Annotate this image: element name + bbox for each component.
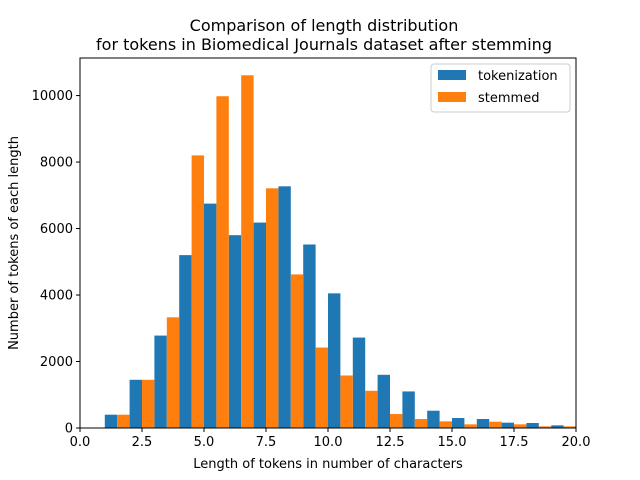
bar-stemmed-3 bbox=[191, 155, 204, 428]
bar-stemmed-16 bbox=[514, 424, 527, 428]
bar-tokenization-13 bbox=[427, 410, 440, 428]
x-tick-label: 15.0 bbox=[438, 435, 467, 450]
y-ticks-group: 0 2000 4000 6000 8000 10000 bbox=[32, 89, 80, 437]
bar-stemmed-1 bbox=[142, 379, 155, 428]
y-tick-label: 0 bbox=[65, 422, 73, 437]
bar-stemmed-0 bbox=[117, 414, 130, 428]
bar-tokenization-14 bbox=[452, 418, 465, 428]
bar-tokenization-9 bbox=[328, 293, 341, 428]
chart-title-line1: Comparison of length distribution bbox=[190, 16, 459, 35]
y-tick-label: 10000 bbox=[32, 89, 73, 104]
bar-tokenization-3 bbox=[179, 255, 192, 428]
x-tick-label: 2.5 bbox=[132, 435, 153, 450]
x-tick-label: 10.0 bbox=[314, 435, 343, 450]
bar-stemmed-2 bbox=[166, 317, 180, 428]
bar-tokenization-1 bbox=[129, 379, 142, 428]
bar-tokenization-12 bbox=[402, 391, 415, 428]
y-tick-label: 8000 bbox=[40, 156, 73, 171]
legend-label-tokenization: tokenization bbox=[478, 69, 558, 84]
bar-tokenization-17 bbox=[526, 423, 539, 428]
y-axis-label: Number of tokens of each length bbox=[7, 136, 22, 350]
bar-tokenization-18 bbox=[551, 425, 564, 428]
bar-stemmed-12 bbox=[414, 419, 428, 428]
bar-tokenization-8 bbox=[303, 244, 316, 428]
legend-label-stemmed: stemmed bbox=[478, 91, 539, 106]
bar-tokenization-6 bbox=[253, 222, 266, 428]
bar-stemmed-6 bbox=[266, 188, 279, 428]
x-tick-label: 7.5 bbox=[256, 435, 277, 450]
bar-tokenization-15 bbox=[476, 419, 490, 428]
x-tick-label: 17.5 bbox=[500, 435, 529, 450]
bar-stemmed-8 bbox=[315, 347, 328, 428]
chart-title-line2: for tokens in Biomedical Journals datase… bbox=[96, 35, 552, 54]
bar-stemmed-14 bbox=[464, 424, 477, 428]
bars-group bbox=[104, 75, 576, 428]
bar-stemmed-4 bbox=[216, 96, 229, 428]
y-tick-label: 4000 bbox=[40, 289, 73, 304]
x-axis-label: Length of tokens in number of characters bbox=[193, 457, 463, 472]
legend-swatch-stemmed bbox=[438, 92, 466, 102]
bar-stemmed-18 bbox=[563, 426, 576, 428]
legend-swatch-tokenization bbox=[438, 70, 466, 80]
y-tick-label: 2000 bbox=[40, 355, 73, 370]
bar-tokenization-0 bbox=[104, 414, 118, 428]
bar-stemmed-9 bbox=[340, 375, 353, 428]
plot-frame bbox=[79, 57, 577, 429]
x-tick-label: 0.0 bbox=[70, 435, 91, 450]
bar-stemmed-13 bbox=[439, 421, 452, 428]
bar-tokenization-7 bbox=[278, 186, 291, 428]
bar-stemmed-17 bbox=[538, 426, 552, 428]
bar-tokenization-16 bbox=[501, 422, 514, 428]
x-ticks-group: 0.0 2.5 5.0 7.5 10.0 12.5 15.0 17.5 20.0 bbox=[70, 428, 591, 450]
x-tick-label: 12.5 bbox=[376, 435, 405, 450]
bar-stemmed-15 bbox=[489, 421, 502, 428]
bar-tokenization-2 bbox=[154, 335, 167, 428]
bar-tokenization-10 bbox=[352, 337, 366, 428]
bar-stemmed-10 bbox=[365, 390, 378, 428]
bar-stemmed-7 bbox=[290, 274, 304, 428]
x-tick-label: 5.0 bbox=[194, 435, 215, 450]
bar-tokenization-4 bbox=[204, 203, 217, 428]
legend: tokenization stemmed bbox=[430, 63, 571, 113]
bar-tokenization-11 bbox=[377, 374, 390, 428]
bar-stemmed-11 bbox=[390, 414, 403, 428]
x-tick-label: 20.0 bbox=[562, 435, 591, 450]
bar-tokenization-5 bbox=[228, 235, 242, 428]
bar-stemmed-5 bbox=[241, 75, 254, 428]
y-tick-label: 6000 bbox=[40, 222, 73, 237]
